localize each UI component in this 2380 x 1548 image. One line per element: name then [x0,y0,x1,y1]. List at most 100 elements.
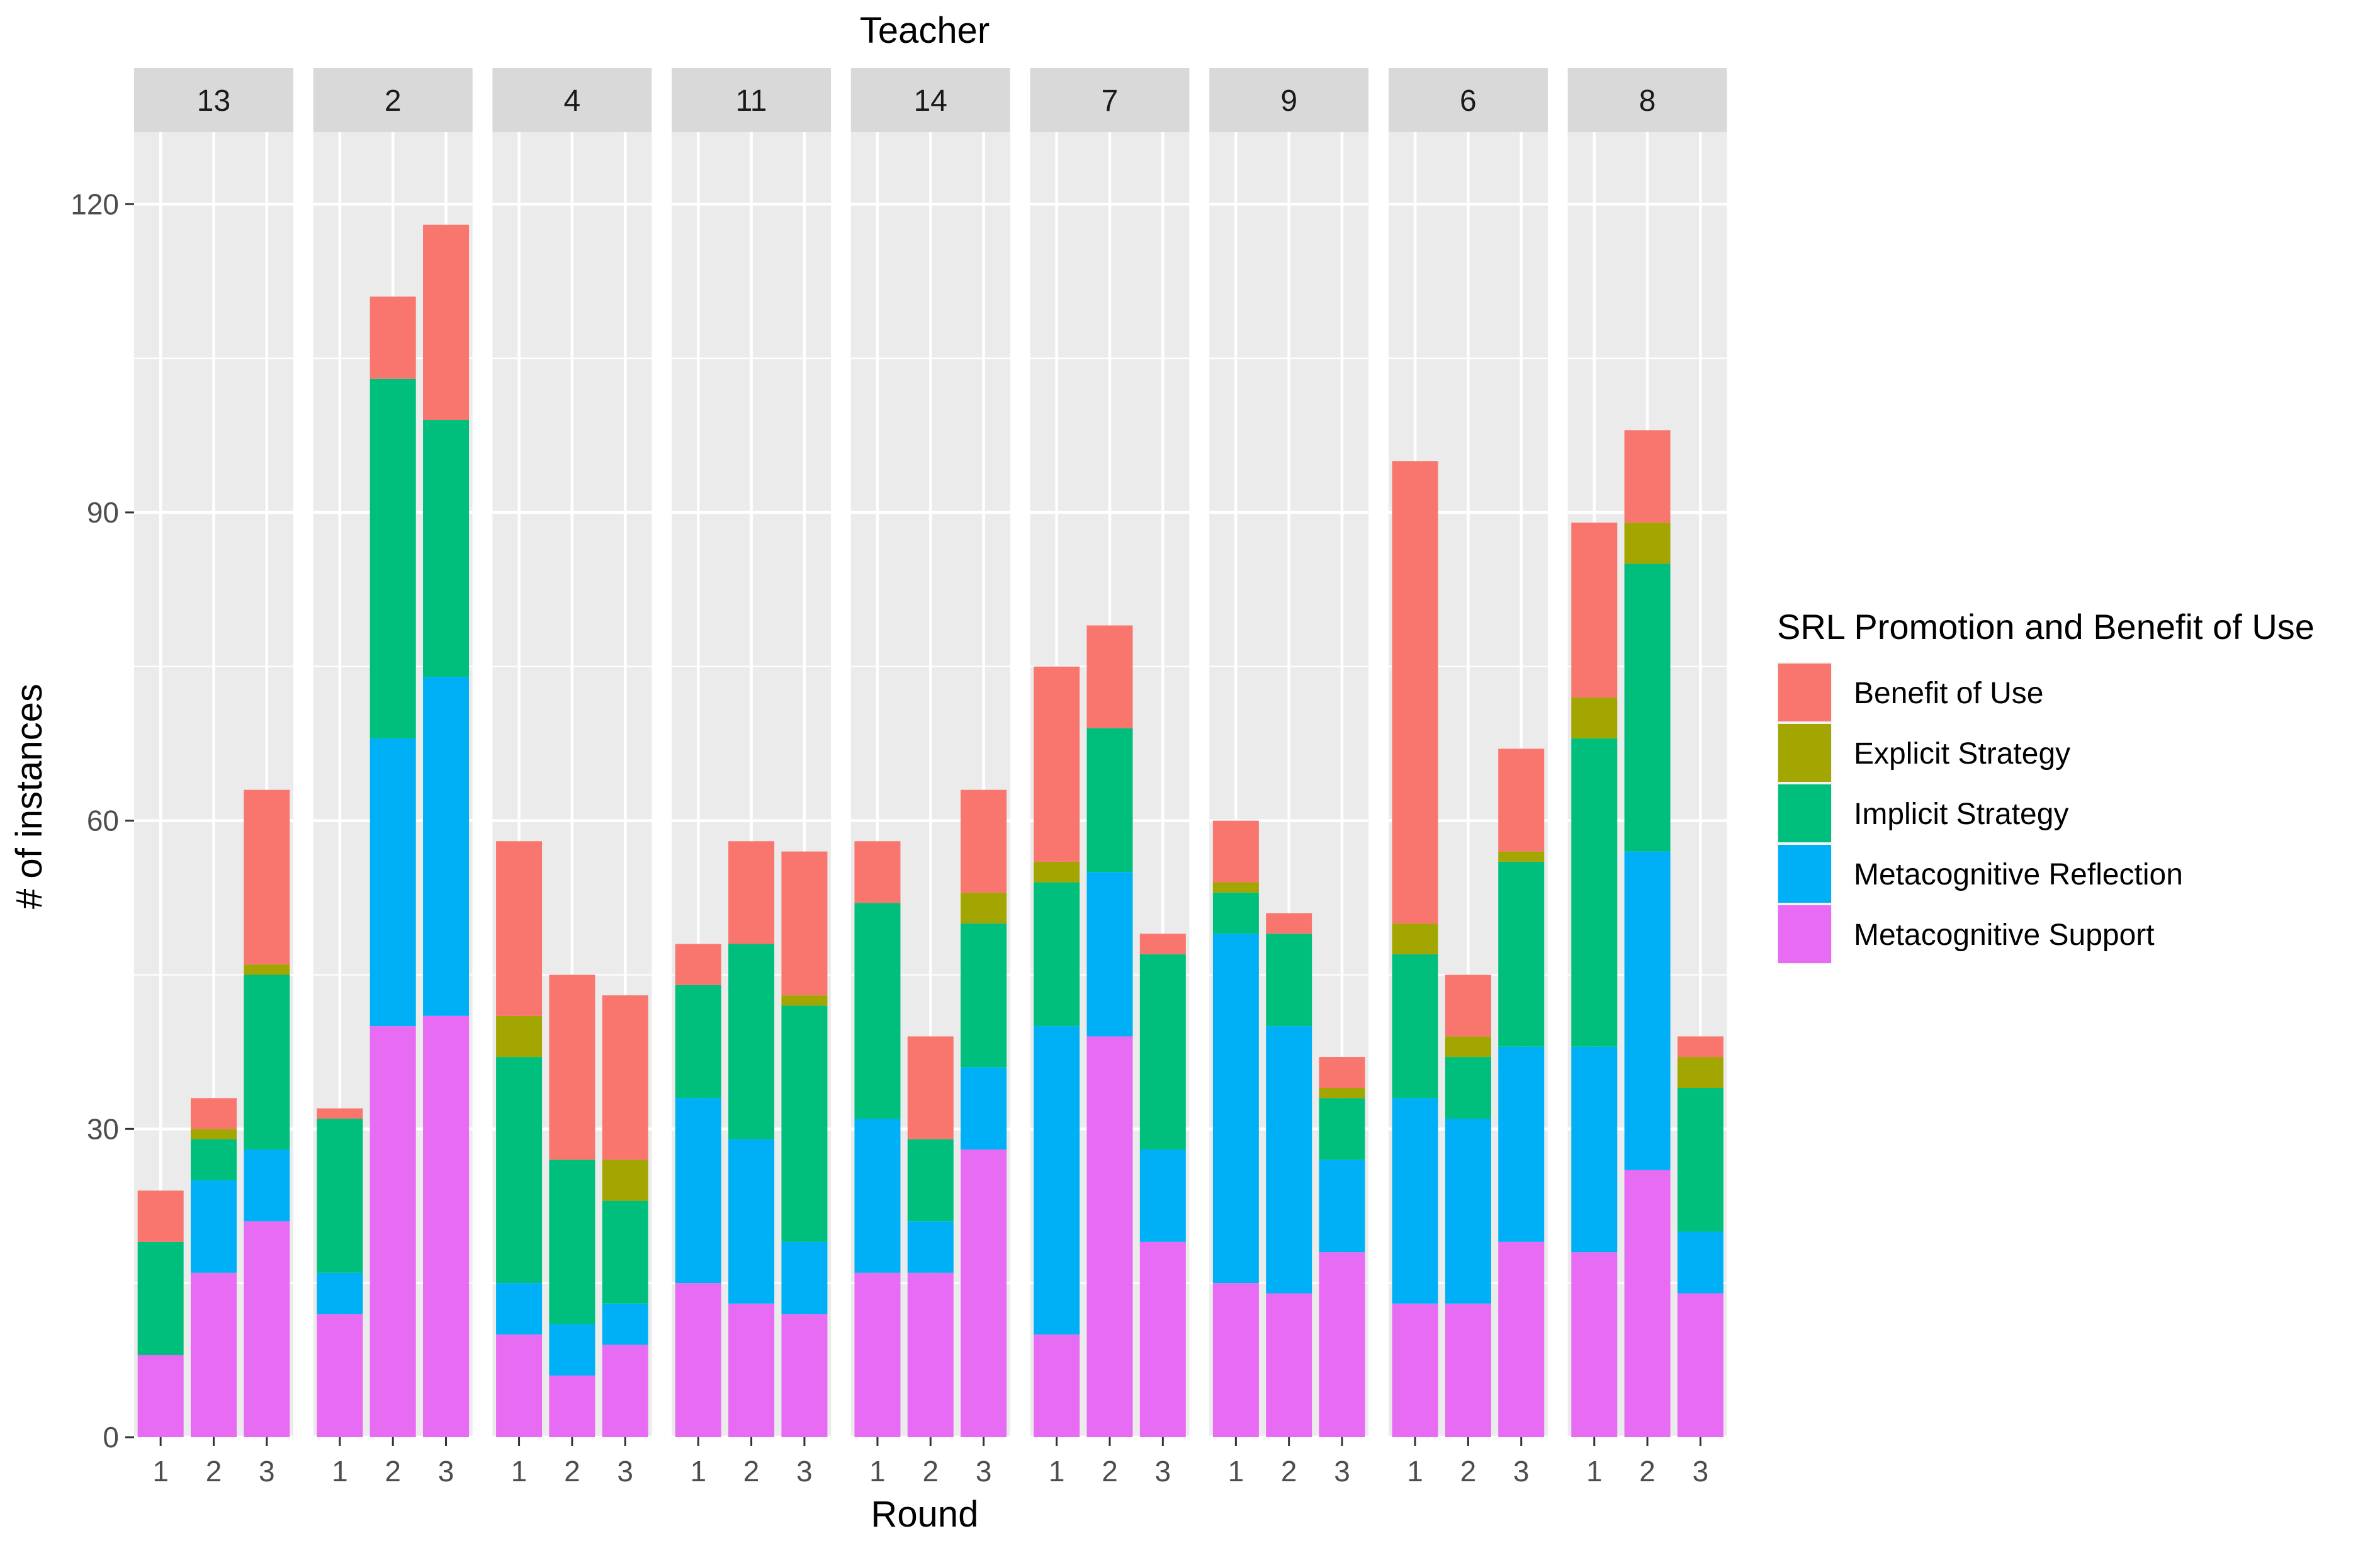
bar-segment-metacognitive-reflection-facet-2-round-2 [369,738,416,1027]
x-tick-label: 1 [511,1455,527,1488]
legend-item-benefit-of-use: Benefit of Use [1777,662,2044,723]
legend-key-swatch [1778,664,1831,721]
bar-segment-benefit-of-use-facet-9-round-1 [1212,820,1259,883]
bar-segment-benefit-of-use-facet-4-round-1 [496,841,543,1016]
bar-segment-metacognitive-support-facet-7-round-1 [1034,1334,1080,1437]
x-tick-label: 3 [796,1455,813,1488]
facet-7: 7 1 2 3 [1030,68,1190,1488]
x-tick-label: 1 [869,1455,886,1488]
bar-segment-metacognitive-support-facet-7-round-2 [1086,1036,1133,1437]
bar-segment-implicit-strategy-facet-4-round-2 [549,1160,595,1325]
facet-6: 6 1 2 3 [1388,68,1548,1488]
bar-segment-implicit-strategy-facet-2-round-2 [369,378,416,739]
facet-strip-label: 9 [1280,84,1297,118]
bar-segment-benefit-of-use-facet-13-round-3 [244,789,290,965]
bar-segment-metacognitive-support-facet-8-round-1 [1571,1252,1618,1437]
bar-segment-benefit-of-use-facet-14-round-1 [854,841,901,903]
x-tick-label: 3 [1693,1455,1709,1488]
bar-segment-metacognitive-reflection-facet-9-round-1 [1212,934,1259,1284]
bar-segment-metacognitive-support-facet-11-round-1 [675,1283,721,1437]
y-tick-label: 60 [87,805,119,837]
bar-segment-metacognitive-reflection-facet-13-round-3 [244,1149,290,1222]
facet-14: 14 1 2 3 [850,68,1010,1488]
bar-segment-metacognitive-reflection-facet-9-round-3 [1319,1160,1365,1253]
facet-9: 9 1 2 3 [1209,68,1369,1488]
bar-segment-implicit-strategy-facet-2-round-1 [317,1118,363,1273]
x-tick-label: 3 [259,1455,275,1488]
bar-segment-explicit-strategy-facet-13-round-3 [244,964,290,975]
bar-segment-benefit-of-use-facet-6-round-1 [1392,461,1438,924]
facet-strip [313,68,473,132]
bar-segment-explicit-strategy-facet-4-round-1 [496,1015,543,1058]
bar-segment-explicit-strategy-facet-14-round-3 [961,892,1007,924]
bar-segment-metacognitive-support-facet-14-round-3 [961,1149,1007,1437]
bar-segment-explicit-strategy-facet-4-round-3 [602,1160,648,1201]
x-axis-title: Round [871,1494,979,1535]
bar-segment-implicit-strategy-facet-7-round-1 [1034,882,1080,1027]
x-tick-label: 1 [690,1455,706,1488]
bar-segment-implicit-strategy-facet-11-round-2 [728,944,775,1139]
bar-segment-implicit-strategy-facet-13-round-1 [137,1241,184,1355]
facet-strip-label: 13 [197,84,230,118]
bar-segment-implicit-strategy-facet-6-round-3 [1498,861,1545,1047]
bar-segment-metacognitive-support-facet-9-round-2 [1266,1293,1312,1437]
bar-segment-explicit-strategy-facet-7-round-1 [1034,861,1080,883]
bar-segment-implicit-strategy-facet-7-round-2 [1086,728,1133,873]
bar-segment-benefit-of-use-facet-11-round-2 [728,841,775,944]
bar-segment-implicit-strategy-facet-8-round-1 [1571,738,1618,1047]
bar-segment-explicit-strategy-facet-6-round-3 [1498,851,1545,862]
legend-label: Benefit of Use [1854,677,2044,710]
bar-segment-implicit-strategy-facet-13-round-2 [191,1139,237,1180]
x-tick-label: 1 [1049,1455,1065,1488]
bar-segment-benefit-of-use-facet-11-round-1 [675,944,721,985]
bar-segment-metacognitive-reflection-facet-7-round-2 [1086,872,1133,1037]
bar-segment-benefit-of-use-facet-6-round-2 [1445,975,1491,1037]
facet-strip [1030,68,1190,132]
x-tick-label: 3 [1155,1455,1171,1488]
bar-segment-metacognitive-reflection-facet-11-round-2 [728,1139,775,1304]
x-tick-label: 2 [564,1455,580,1488]
legend-key-swatch [1778,724,1831,782]
bar-segment-explicit-strategy-facet-6-round-2 [1445,1036,1491,1058]
bar-segment-metacognitive-reflection-facet-6-round-2 [1445,1118,1491,1304]
facet-8: 8 1 2 3 [1567,68,1727,1488]
facet-13: 13 1 2 3 [134,68,293,1488]
bar-segment-implicit-strategy-facet-4-round-3 [602,1201,648,1304]
bar-segment-benefit-of-use-facet-6-round-3 [1498,749,1545,852]
bar-segment-explicit-strategy-facet-8-round-3 [1677,1057,1723,1088]
facet-strip [1388,68,1548,132]
bar-segment-metacognitive-reflection-facet-4-round-2 [549,1324,595,1376]
bar-segment-implicit-strategy-facet-6-round-2 [1445,1057,1491,1119]
bar-segment-metacognitive-support-facet-13-round-2 [191,1272,237,1437]
y-axis-title: # of instances [9,684,50,909]
bar-segment-metacognitive-support-facet-13-round-3 [244,1221,290,1437]
x-tick-label: 3 [1334,1455,1350,1488]
facet-strip-label: 6 [1460,84,1477,118]
bar-segment-metacognitive-reflection-facet-14-round-2 [907,1221,954,1273]
bar-segment-explicit-strategy-facet-11-round-3 [781,995,828,1006]
bar-segment-benefit-of-use-facet-4-round-3 [602,995,648,1160]
facet-2: 2 1 2 3 [313,68,473,1488]
bar-segment-benefit-of-use-facet-8-round-3 [1677,1036,1723,1058]
bar-segment-metacognitive-reflection-facet-4-round-1 [496,1283,543,1335]
bar-segment-benefit-of-use-facet-7-round-3 [1139,934,1186,954]
bar-segment-metacognitive-reflection-facet-14-round-1 [854,1118,901,1273]
legend-item-metacognitive-reflection: Metacognitive Reflection [1777,844,2183,904]
bar-segment-metacognitive-reflection-facet-2-round-1 [317,1272,363,1314]
bar-segment-metacognitive-support-facet-4-round-2 [549,1376,595,1437]
bar-segment-metacognitive-support-facet-9-round-1 [1212,1283,1259,1437]
legend: SRL Promotion and Benefit of Use Benefit… [1777,607,2315,964]
legend-key-swatch [1778,784,1831,842]
facet-strip [134,68,293,132]
x-tick-label: 3 [1513,1455,1530,1488]
facet-strip [1209,68,1369,132]
legend-item-metacognitive-support: Metacognitive Support [1777,904,2155,964]
x-tick-label: 2 [743,1455,760,1488]
bar-segment-metacognitive-support-facet-6-round-2 [1445,1303,1491,1437]
x-tick-label: 1 [1228,1455,1244,1488]
bar-segment-explicit-strategy-facet-9-round-3 [1319,1088,1365,1099]
x-tick-label: 3 [438,1455,454,1488]
bar-segment-metacognitive-reflection-facet-14-round-3 [961,1067,1007,1150]
bar-segment-benefit-of-use-facet-7-round-1 [1034,666,1080,862]
bar-segment-implicit-strategy-facet-11-round-3 [781,1005,828,1242]
